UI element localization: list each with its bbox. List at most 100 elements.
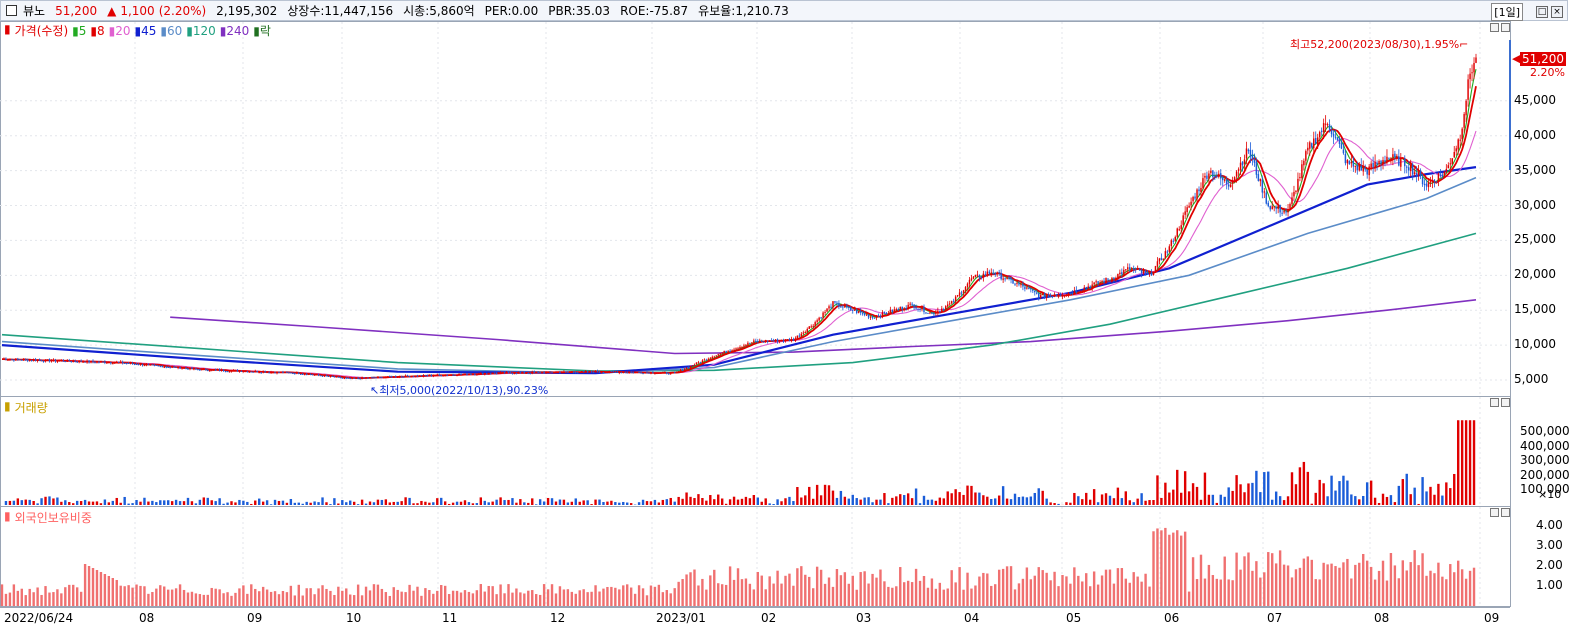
volume-bar [1104,493,1108,505]
foreign-bar [1148,586,1151,606]
volume-bar [16,498,20,505]
foreign-bar [519,592,522,606]
candle-body [731,350,733,352]
ma-legend-item: ▮120 [186,24,216,38]
candle-body [1255,161,1258,175]
period-selector[interactable]: [1일] [1491,3,1523,21]
candle-body [521,371,524,373]
candle-body [193,368,195,370]
foreign-bar [60,593,63,606]
candle-body [774,339,777,341]
foreign-bar [681,579,684,606]
candle-body [670,372,672,374]
pane-min-icon[interactable] [1490,23,1499,32]
foreign-bar [1449,564,1452,606]
candle-body [923,306,925,313]
foreign-bar [1472,567,1476,606]
candle-body [48,359,51,362]
volume-bar [1092,489,1096,505]
close-icon[interactable]: × [1551,6,1563,18]
volume-bar [222,503,225,505]
foreign-bar [887,586,890,606]
foreign-bar [250,584,253,606]
candle-body [1125,269,1127,271]
candle-body [555,372,557,374]
ma-legend-item: ▮5 [72,24,87,38]
candle-body [357,377,359,379]
volume-bar [776,499,779,505]
foreign-bar [44,586,47,606]
foreign-bar [986,573,989,606]
candle-body [1384,160,1386,162]
volume-bar [166,500,170,505]
candle-body [499,372,502,374]
candle-body [149,364,152,366]
pane-max-icon[interactable] [1501,23,1510,32]
candle-body [887,313,890,315]
volume-bar [1207,494,1211,505]
candle-body [852,309,854,311]
foreign-bar [843,572,847,606]
volume-bar [1294,484,1298,505]
volume-tick-label: 200,000 [1520,467,1570,482]
volume-bar [1417,503,1420,505]
foreign-bar [246,593,249,606]
foreign-bar [1025,567,1029,606]
volume-bar [1350,494,1353,505]
volume-bar [1069,502,1072,505]
foreign-bar [1021,578,1025,606]
select-checkbox[interactable] [6,5,17,16]
volume-bar [926,499,930,505]
foreign-bar [990,585,993,606]
candle-body [980,276,983,278]
volume-bar [538,499,542,505]
volume-bar [740,498,744,505]
foreign-bar [1460,569,1464,606]
candle-body [1394,153,1396,158]
volume-bar [1302,461,1306,505]
pane-min-icon[interactable] [1490,398,1499,407]
candle-body [1107,278,1109,280]
volume-bar [1286,496,1290,505]
volume-bar [772,504,775,505]
volume-bar [1358,499,1361,505]
foreign-bar [1322,562,1325,606]
candle-body [1204,175,1206,178]
pane-max-icon[interactable] [1501,398,1510,407]
candle-body [363,377,365,379]
candle-body [452,374,454,376]
candle-body [545,372,547,374]
foreign-bar [1085,573,1088,606]
restore-icon[interactable]: □ [1536,6,1548,18]
high-arrow-icon: ⌐ [1459,38,1469,51]
volume-bar [748,498,752,505]
candle-body [422,374,425,377]
candle-body [260,372,262,374]
volume-bar [155,502,158,505]
foreign-bar [1278,550,1282,606]
candle-body [988,271,991,274]
foreign-bar [736,568,740,606]
foreign-bar [851,575,854,606]
foreign-bar [269,591,273,606]
candle-body [691,365,694,367]
foreign-bar [352,595,356,606]
candle-body [19,359,21,361]
pane-min-icon[interactable] [1490,508,1499,517]
candle-body [1212,170,1214,178]
price-tick-label: 35,000 [1514,162,1556,177]
stock-name[interactable]: 뷰노 [23,4,46,18]
candle-body [339,377,342,379]
volume-bar [1445,482,1448,505]
candle-body [416,375,419,377]
candle-body [1129,267,1131,270]
volume-bar [428,502,431,505]
pane-max-icon[interactable] [1501,508,1510,517]
candle-body [183,368,185,370]
ma-line [1,232,1477,372]
candle-body [1326,124,1329,126]
volume-bar [966,485,969,505]
candle-body [1016,282,1018,284]
candle-body [394,376,397,378]
